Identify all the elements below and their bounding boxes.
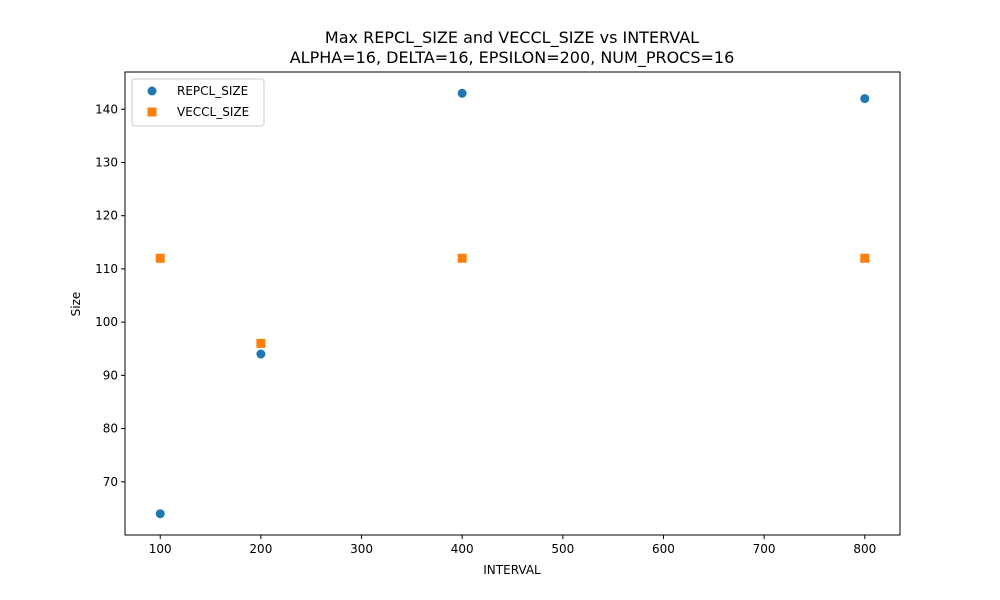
y-tick-label: 70 [103,475,118,489]
veccl-size-point [256,338,266,348]
veccl-size-point [860,253,870,263]
chart-subtitle: ALPHA=16, DELTA=16, EPSILON=200, NUM_PRO… [290,48,735,68]
y-tick-label: 90 [103,368,118,382]
legend-entry-label: REPCL_SIZE [177,84,248,98]
chart-title: Max REPCL_SIZE and VECCL_SIZE vs INTERVA… [325,28,699,48]
repcl-size-point [155,509,165,519]
plot-area [125,72,900,535]
x-tick-label: 100 [149,542,172,556]
data-points [155,88,870,519]
x-axis-label: INTERVAL [483,563,541,577]
y-tick-label: 100 [95,315,118,329]
y-tick-label: 130 [95,155,118,169]
legend-repcl-marker [147,86,157,96]
x-tick-label: 700 [753,542,776,556]
repcl-size-point [256,349,266,359]
x-tick-label: 300 [350,542,373,556]
legend-entry-label: VECCL_SIZE [177,105,249,119]
repcl-size-point [457,88,467,98]
y-axis-label: Size [69,292,83,317]
plot-frame [124,71,901,536]
x-axis: 100 200 300 400 500 600 700 800 [149,535,876,556]
x-tick-label: 200 [249,542,272,556]
y-tick-label: 110 [95,262,118,276]
x-tick-label: 400 [451,542,474,556]
legend: REPCL_SIZE VECCL_SIZE [131,78,265,127]
legend-veccl-marker [147,107,157,117]
x-tick-label: 800 [853,542,876,556]
y-tick-label: 120 [95,209,118,223]
veccl-size-point [457,253,467,263]
legend-box [131,78,265,127]
y-axis: 70 80 90 100 110 120 130 140 [95,102,125,489]
veccl-size-point [155,253,165,263]
y-tick-label: 80 [103,422,118,436]
y-tick-label: 140 [95,102,118,116]
x-tick-label: 600 [652,542,675,556]
repcl-size-point [860,94,870,104]
x-tick-label: 500 [551,542,574,556]
